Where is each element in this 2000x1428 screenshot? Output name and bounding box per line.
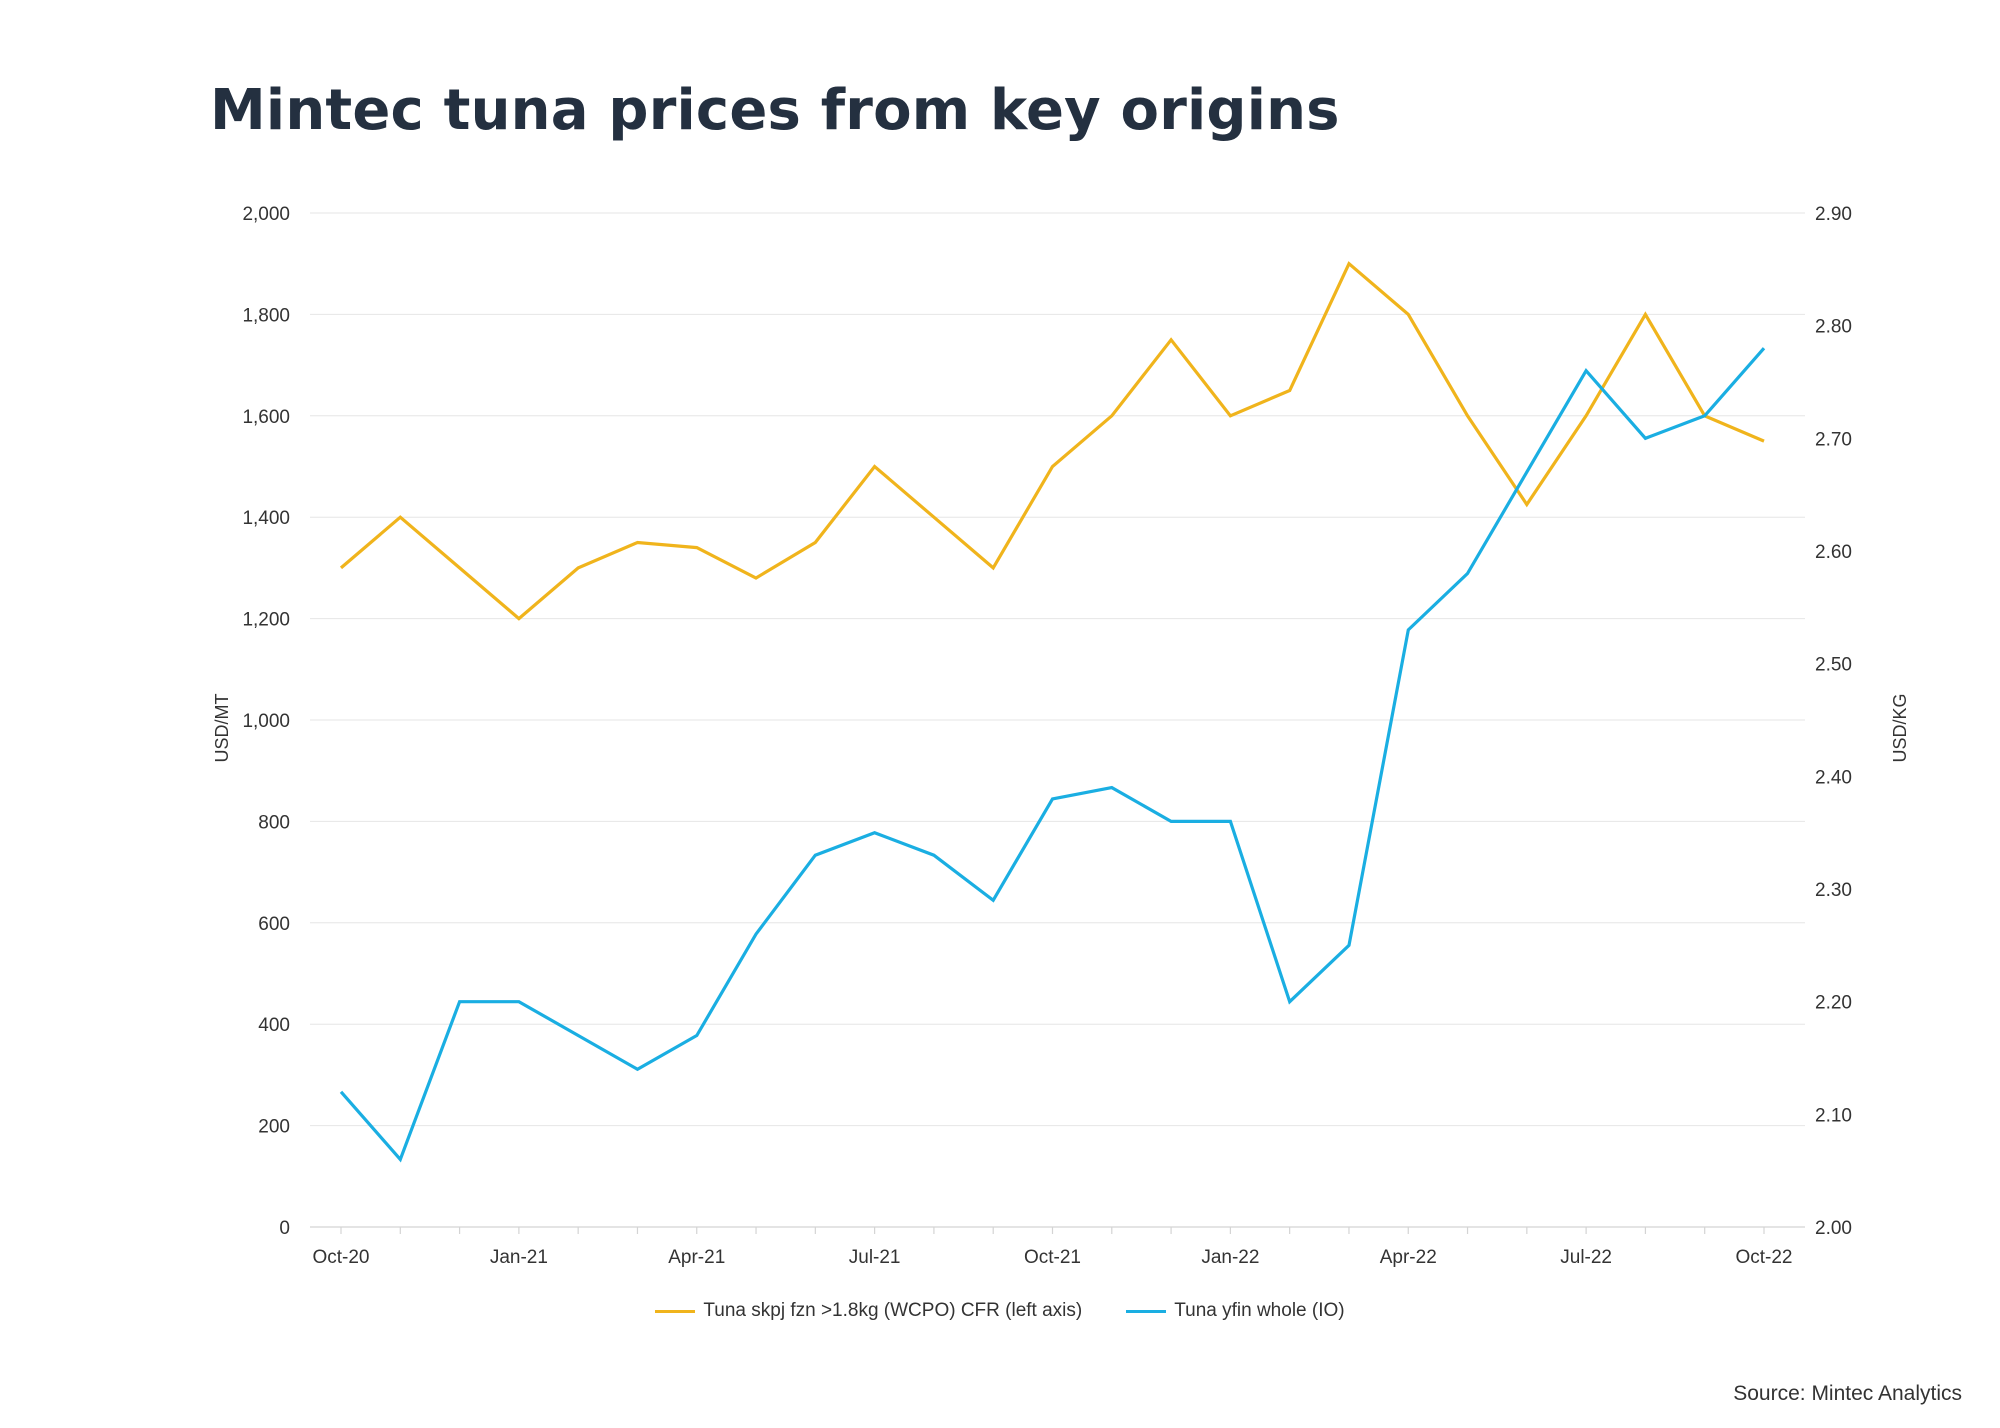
left-y-tick-label: 1,200 [242,610,290,631]
x-tick-label: Jul-22 [1560,1247,1612,1268]
legend: Tuna skpj fzn >1.8kg (WCPO) CFR (left ax… [0,1300,2000,1322]
right-y-tick-label: 2.30 [1815,880,1852,901]
x-tick-label: Oct-21 [1024,1247,1081,1268]
x-tick-label: Oct-20 [312,1247,369,1268]
legend-label-skipjack: Tuna skpj fzn >1.8kg (WCPO) CFR (left ax… [703,1300,1083,1321]
right-y-tick-label: 2.60 [1815,542,1852,563]
left-y-axis-title: USD/MT [212,694,232,763]
x-tick-label: Apr-21 [668,1247,725,1268]
series-line-yellowfin [339,347,1766,1163]
x-axis: Oct-20 Jan-21 Apr-21 Jul-21 Oct-21 Jan-22 Apr-… [312,1227,1793,1268]
right-y-tick-label: 2.10 [1815,1105,1852,1126]
series-line-skipjack [339,261,1765,621]
left-y-tick-label: 800 [258,812,290,833]
left-y-tick-label: 1,000 [242,711,290,732]
left-y-tick-label: 2,000 [242,204,290,225]
left-y-tick-label: 600 [258,914,290,935]
left-y-tick-label: 0 [279,1218,290,1239]
x-tick-label: Jan-22 [1201,1247,1259,1268]
gridlines [310,212,1805,1228]
right-y-axis-title: USD/KG [1890,693,1910,762]
right-y-axis: 2.00 2.10 2.20 2.30 2.40 2.50 2.60 2.70 2.80 2.90 [1815,204,1852,1239]
x-tick-label: Jan-21 [490,1247,548,1268]
legend-label-yellowfin: Tuna yfin whole (IO) [1174,1300,1345,1321]
x-tick-label: Oct-22 [1735,1247,1792,1268]
x-tick-label: Jul-21 [849,1247,901,1268]
legend-swatch-skipjack [655,1309,696,1313]
legend-item-yellowfin: Tuna yfin whole (IO) [1126,1300,1345,1322]
left-y-tick-label: 400 [258,1015,290,1036]
right-y-tick-label: 2.90 [1815,204,1852,225]
left-y-tick-label: 200 [258,1117,290,1138]
series-lines [339,261,1766,1163]
right-y-tick-label: 2.20 [1815,993,1852,1014]
left-y-axis: 0 200 400 600 800 1,000 1,200 1,400 1,600 1,800 2,… [242,204,290,1239]
right-y-tick-label: 2.50 [1815,655,1852,676]
chart-title: Mintec tuna prices from key origins [210,78,1340,143]
legend-item-skipjack: Tuna skpj fzn >1.8kg (WCPO) CFR (left ax… [655,1300,1082,1322]
right-y-tick-label: 2.00 [1815,1218,1852,1239]
x-tick-label: Apr-22 [1380,1247,1437,1268]
right-y-tick-label: 2.80 [1815,317,1852,338]
legend-swatch-yellowfin [1126,1309,1167,1313]
right-y-tick-label: 2.70 [1815,429,1852,450]
source-note: Source: Mintec Analytics [1733,1382,1962,1405]
right-y-tick-label: 2.40 [1815,767,1852,788]
left-y-tick-label: 1,600 [242,407,290,428]
left-y-tick-label: 1,400 [242,508,290,529]
left-y-tick-label: 1,800 [242,305,290,326]
